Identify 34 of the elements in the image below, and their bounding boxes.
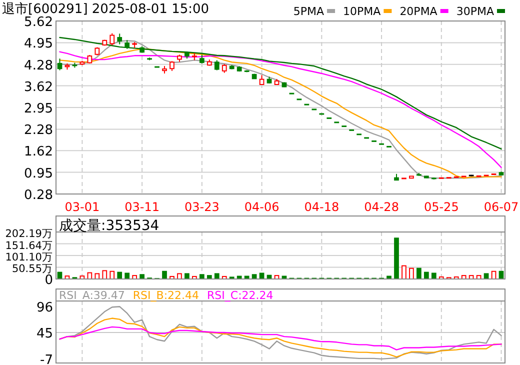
y-tick-label: 96 <box>36 300 53 316</box>
y-tick-label: 0.28 <box>24 188 53 203</box>
x-tick-label: 06-07 <box>484 200 519 214</box>
y-tick-label: 2.95 <box>24 102 53 116</box>
x-tick-label: 03-11 <box>124 200 160 214</box>
y-tick-label: 45 <box>36 326 53 342</box>
x-tick-label: 03-23 <box>184 200 220 214</box>
y-tick-label: 1.62 <box>24 144 53 160</box>
y-tick-label: 151.64万 <box>5 240 53 252</box>
series-label: RSI_B:22.44 <box>132 289 200 302</box>
y-tick-label: 0 <box>44 273 53 288</box>
chart-title: 退市[600291] 2025-08-01 15:00 <box>2 2 210 17</box>
y-tick-label: 50.55万 <box>12 263 53 276</box>
y-tick-label: 101.10万 <box>5 252 53 264</box>
y-tick-label: -7 <box>40 352 53 365</box>
y-tick-label: 4.95 <box>24 36 53 52</box>
x-tick-label: 05-25 <box>424 200 459 214</box>
series-label: RSI_A:39.47 <box>59 289 125 302</box>
y-tick-label: 0.95 <box>24 166 53 182</box>
x-tick-label: 03-01 <box>64 200 100 214</box>
y-tick-label: 202.19万 <box>5 228 53 240</box>
y-tick-label: 4.28 <box>24 58 53 74</box>
text: RSI_C:22.24 <box>207 289 274 302</box>
legend-label: 10PMA <box>343 5 382 18</box>
legend-label: 5PMA <box>293 5 324 18</box>
x-tick-label: 04-06 <box>244 200 280 214</box>
chart-title: 成交量:353534 <box>59 218 160 234</box>
legend-label: 30PMA <box>456 5 494 18</box>
y-tick-label: 5.62 <box>24 15 53 30</box>
y-tick-label: 3.62 <box>24 80 53 95</box>
x-tick-label: 04-18 <box>304 200 340 214</box>
x-tick-label: 04-28 <box>364 200 399 214</box>
legend-label: 20PMA <box>400 5 438 18</box>
y-tick-label: 2.28 <box>24 123 53 138</box>
